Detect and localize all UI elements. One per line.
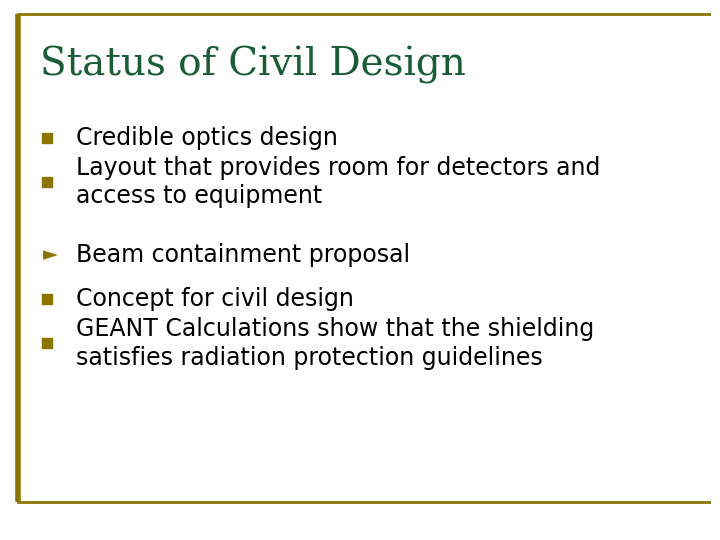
Text: Status of Civil Design: Status of Civil Design [40,46,465,84]
Text: Credible optics design: Credible optics design [76,126,338,150]
Text: GEANT Calculations show that the shielding
satisfies radiation protection guidel: GEANT Calculations show that the shieldi… [76,317,594,370]
Text: Concept for civil design: Concept for civil design [76,287,354,311]
Text: Layout that provides room for detectors and
access to equipment: Layout that provides room for detectors … [76,156,600,208]
Text: Beam containment proposal: Beam containment proposal [76,243,410,267]
Text: ►: ► [43,245,58,265]
